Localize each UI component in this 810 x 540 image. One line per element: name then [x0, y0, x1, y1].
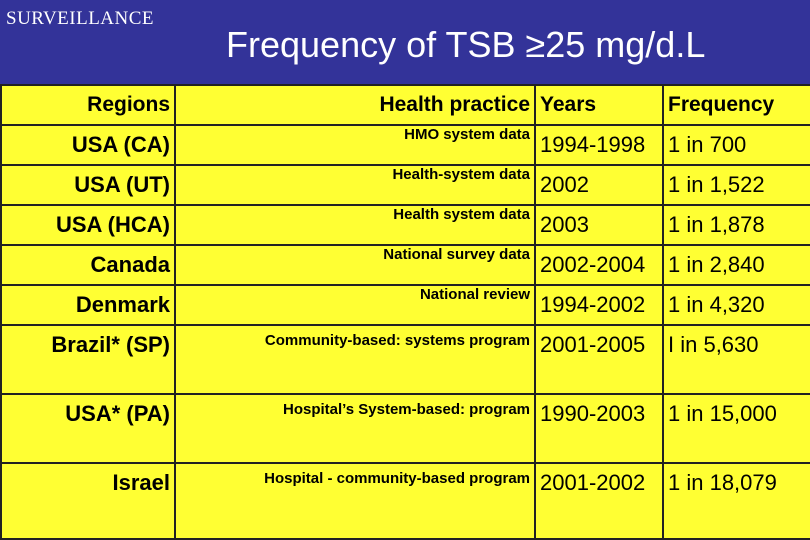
frequency-cell: 1 in 1,878 — [662, 203, 810, 246]
frequency-cell: 1 in 700 — [662, 123, 810, 166]
column-header-years: Years — [534, 84, 664, 126]
frequency-cell: I in 5,630 — [662, 323, 810, 395]
practice-cell: National survey data — [174, 243, 536, 286]
column-header-health-practice: Health practice — [174, 84, 536, 126]
practice-cell: National review — [174, 283, 536, 326]
table-row: USA (UT) Health-system data 2002 1 in 1,… — [0, 163, 810, 206]
practice-cell: Hospital’s System-based: program — [174, 392, 536, 465]
practice-cell: Community-based: systems program — [174, 323, 536, 395]
frequency-cell: 1 in 15,000 — [662, 392, 810, 465]
table-row: Canada National survey data 2002-2004 1 … — [0, 243, 810, 286]
frequency-table: Regions Health practice Years Frequency … — [0, 84, 810, 540]
section-label: SURVEILLANCE — [6, 8, 155, 29]
table-header-row: Regions Health practice Years Frequency — [0, 84, 810, 126]
years-cell: 1990-2003 — [534, 392, 664, 465]
slide-title: Frequency of TSB ≥25 mg/d.L — [226, 24, 706, 65]
years-cell: 2001-2005 — [534, 323, 664, 395]
table-row: USA (CA) HMO system data 1994-1998 1 in … — [0, 123, 810, 166]
practice-cell: Health-system data — [174, 163, 536, 206]
table-row: USA (HCA) Health system data 2003 1 in 1… — [0, 203, 810, 246]
region-cell: USA (HCA) — [0, 203, 176, 246]
practice-cell: Hospital - community-based program — [174, 462, 536, 540]
table-row: Denmark National review 1994-2002 1 in 4… — [0, 283, 810, 326]
region-cell: Israel — [0, 462, 176, 540]
region-cell: Canada — [0, 243, 176, 286]
practice-cell: HMO system data — [174, 123, 536, 166]
years-cell: 2001-2002 — [534, 462, 664, 540]
years-cell: 1994-1998 — [534, 123, 664, 166]
column-header-frequency: Frequency — [662, 84, 810, 126]
years-cell: 2002 — [534, 163, 664, 206]
practice-cell: Health system data — [174, 203, 536, 246]
years-cell: 1994-2002 — [534, 283, 664, 326]
years-cell: 2002-2004 — [534, 243, 664, 286]
column-header-regions: Regions — [0, 84, 176, 126]
table-row: USA* (PA) Hospital’s System-based: progr… — [0, 392, 810, 465]
region-cell: USA* (PA) — [0, 392, 176, 465]
table-row: Brazil* (SP) Community-based: systems pr… — [0, 323, 810, 395]
frequency-cell: 1 in 2,840 — [662, 243, 810, 286]
region-cell: USA (UT) — [0, 163, 176, 206]
region-cell: Brazil* (SP) — [0, 323, 176, 395]
table-row: Israel Hospital - community-based progra… — [0, 462, 810, 540]
frequency-cell: 1 in 1,522 — [662, 163, 810, 206]
frequency-cell: 1 in 4,320 — [662, 283, 810, 326]
frequency-cell: 1 in 18,079 — [662, 462, 810, 540]
region-cell: Denmark — [0, 283, 176, 326]
region-cell: USA (CA) — [0, 123, 176, 166]
years-cell: 2003 — [534, 203, 664, 246]
